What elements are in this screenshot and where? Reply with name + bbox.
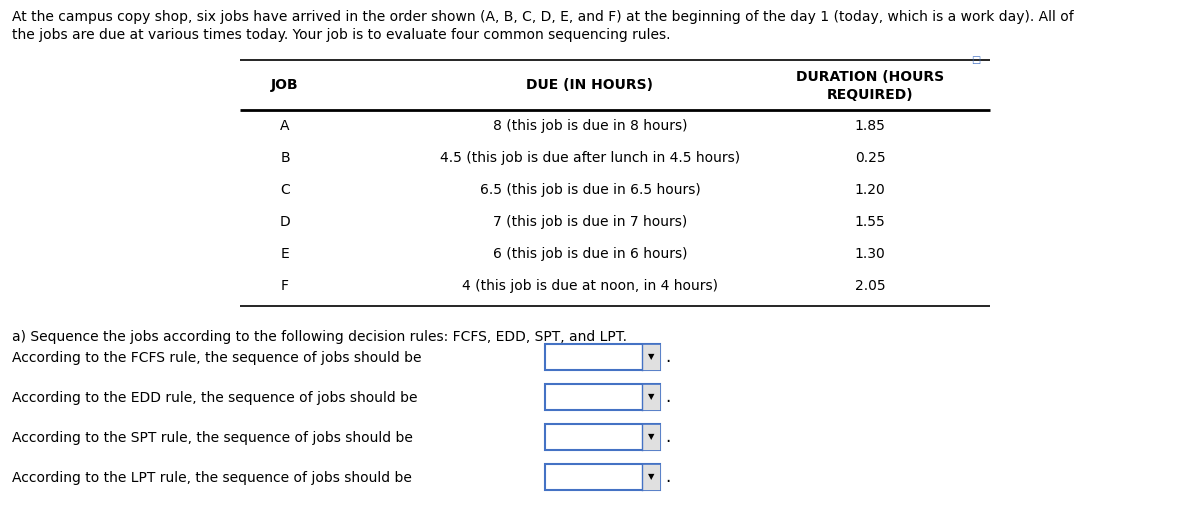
Text: According to the FCFS rule, the sequence of jobs should be: According to the FCFS rule, the sequence… bbox=[12, 351, 421, 365]
Text: JOB: JOB bbox=[271, 78, 299, 92]
Polygon shape bbox=[545, 344, 660, 370]
Text: □: □ bbox=[971, 55, 980, 65]
Text: 2.05: 2.05 bbox=[854, 279, 886, 293]
Text: DURATION (HOURS: DURATION (HOURS bbox=[796, 70, 944, 84]
Text: 4 (this job is due at noon, in 4 hours): 4 (this job is due at noon, in 4 hours) bbox=[462, 279, 718, 293]
Text: D: D bbox=[280, 215, 290, 229]
Text: REQUIRED): REQUIRED) bbox=[827, 88, 913, 102]
Text: a) Sequence the jobs according to the following decision rules: FCFS, EDD, SPT, : a) Sequence the jobs according to the fo… bbox=[12, 330, 628, 344]
Text: According to the SPT rule, the sequence of jobs should be: According to the SPT rule, the sequence … bbox=[12, 431, 413, 445]
Text: 0.25: 0.25 bbox=[854, 151, 886, 165]
Text: According to the LPT rule, the sequence of jobs should be: According to the LPT rule, the sequence … bbox=[12, 471, 412, 485]
Text: 4.5 (this job is due after lunch in 4.5 hours): 4.5 (this job is due after lunch in 4.5 … bbox=[440, 151, 740, 165]
Text: C: C bbox=[280, 183, 290, 197]
Polygon shape bbox=[545, 384, 660, 410]
Text: 8 (this job is due in 8 hours): 8 (this job is due in 8 hours) bbox=[493, 119, 688, 133]
Text: 6 (this job is due in 6 hours): 6 (this job is due in 6 hours) bbox=[493, 247, 688, 261]
Text: ▼: ▼ bbox=[648, 433, 654, 442]
Text: E: E bbox=[281, 247, 289, 261]
Text: A: A bbox=[281, 119, 289, 133]
Text: .: . bbox=[665, 468, 671, 486]
Text: ▼: ▼ bbox=[648, 473, 654, 482]
Text: the jobs are due at various times today. Your job is to evaluate four common seq: the jobs are due at various times today.… bbox=[12, 28, 671, 42]
Text: DUE (IN HOURS): DUE (IN HOURS) bbox=[527, 78, 654, 92]
Text: 6.5 (this job is due in 6.5 hours): 6.5 (this job is due in 6.5 hours) bbox=[480, 183, 701, 197]
Text: 1.20: 1.20 bbox=[854, 183, 886, 197]
Polygon shape bbox=[545, 424, 660, 450]
Text: .: . bbox=[665, 388, 671, 406]
Text: ▼: ▼ bbox=[648, 353, 654, 362]
Text: ▼: ▼ bbox=[648, 393, 654, 402]
Polygon shape bbox=[545, 464, 660, 490]
Text: 7 (this job is due in 7 hours): 7 (this job is due in 7 hours) bbox=[493, 215, 688, 229]
Text: According to the EDD rule, the sequence of jobs should be: According to the EDD rule, the sequence … bbox=[12, 391, 418, 405]
Text: 1.30: 1.30 bbox=[854, 247, 886, 261]
Text: At the campus copy shop, six jobs have arrived in the order shown (A, B, C, D, E: At the campus copy shop, six jobs have a… bbox=[12, 10, 1074, 24]
Polygon shape bbox=[642, 344, 660, 370]
Text: .: . bbox=[665, 428, 671, 446]
Text: 1.55: 1.55 bbox=[854, 215, 886, 229]
Polygon shape bbox=[642, 424, 660, 450]
Text: .: . bbox=[665, 348, 671, 366]
Text: F: F bbox=[281, 279, 289, 293]
Polygon shape bbox=[642, 384, 660, 410]
Polygon shape bbox=[642, 464, 660, 490]
Text: 1.85: 1.85 bbox=[854, 119, 886, 133]
Text: B: B bbox=[280, 151, 290, 165]
